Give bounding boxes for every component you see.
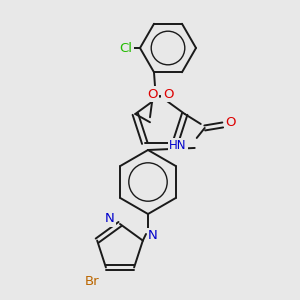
- Text: N: N: [105, 212, 115, 226]
- Text: O: O: [163, 88, 173, 100]
- Text: HN: HN: [169, 140, 187, 152]
- Text: Br: Br: [85, 275, 99, 288]
- Text: O: O: [226, 116, 236, 130]
- Text: N: N: [148, 229, 158, 242]
- Text: Cl: Cl: [119, 41, 133, 55]
- Text: O: O: [147, 88, 157, 101]
